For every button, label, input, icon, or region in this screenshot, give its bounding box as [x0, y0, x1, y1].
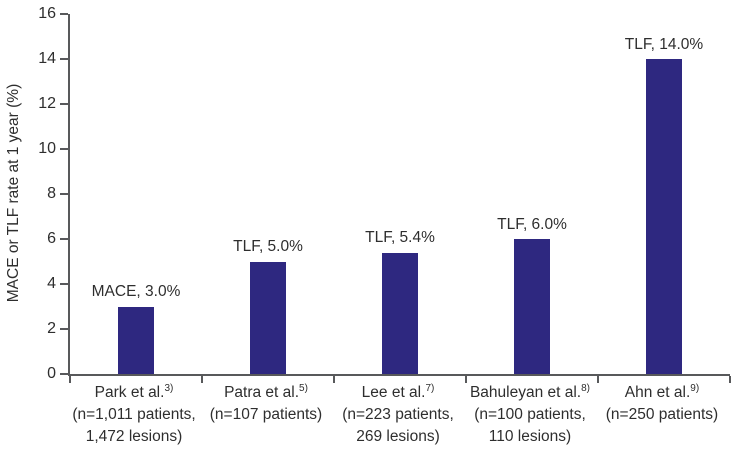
sample-size-line: (n=250 patients)	[605, 406, 719, 423]
x-tick-mark	[465, 376, 467, 383]
y-tick-mark	[60, 193, 68, 195]
y-tick-mark	[60, 103, 68, 105]
study-name: Park et al.3)	[94, 382, 174, 401]
y-tick-mark	[60, 373, 68, 375]
bar	[382, 252, 418, 374]
reference-superscript: 8)	[581, 382, 591, 394]
sample-size-line: 1,472 lesions)	[85, 428, 183, 445]
bar	[514, 239, 550, 374]
y-tick-mark	[60, 328, 68, 330]
y-tick-mark	[60, 238, 68, 240]
x-tick-mark	[597, 376, 599, 383]
reference-superscript: 9)	[690, 382, 700, 394]
bar-value-label: TLF, 5.4%	[365, 229, 435, 246]
y-tick-label: 0	[47, 365, 56, 382]
sample-size-line: (n=223 patients,	[342, 406, 454, 423]
y-tick-label: 2	[47, 320, 56, 337]
category-label: Ahn et al.9) (n=250 patients)	[596, 382, 728, 448]
x-tick-mark	[201, 376, 203, 383]
y-tick-label: 8	[47, 185, 56, 202]
reference-superscript: 5)	[299, 382, 308, 394]
study-name: Patra et al.5)	[224, 382, 308, 401]
sample-size-line: 269 lesions)	[356, 428, 440, 445]
y-tick-label: 10	[38, 140, 56, 157]
x-tick-mark	[729, 376, 731, 383]
bar	[646, 59, 682, 374]
y-tick-label: 16	[38, 5, 56, 22]
bar-value-label: TLF, 6.0%	[497, 215, 567, 233]
plot-area: MACE, 3.0% TLF, 5.0% TLF, 5.4% TLF, 6.0% TLF…	[60, 13, 731, 383]
sample-size-line: (n=100 patients,	[474, 406, 586, 423]
y-tick-mark	[60, 283, 68, 285]
bar	[250, 261, 286, 374]
sample-size-line: (n=107 patients)	[209, 406, 323, 423]
category-label: Lee et al.7) (n=223 patients, 269 lesions)	[332, 382, 464, 448]
x-axis-labels: Park et al.3) (n=1,011 patients, 1,472 les…	[68, 382, 728, 448]
y-tick-label: 14	[38, 50, 56, 67]
bar-value-label: TLF, 5.0%	[233, 238, 303, 255]
reference-superscript: 7)	[425, 382, 435, 394]
category-label: Patra et al.5) (n=107 patients)	[200, 382, 332, 448]
study-name: Ahn et al.9)	[624, 382, 700, 401]
study-name: Lee et al.7)	[361, 382, 435, 401]
category-label: Bahuleyan et al.8) (n=100 patients, 110 le…	[464, 382, 596, 448]
sample-size-line: 110 lesions)	[488, 428, 572, 445]
reference-superscript: 3)	[164, 382, 174, 394]
y-axis: 0 2 4 6 8 10 12 14 16	[0, 6, 58, 382]
y-tick-label: 12	[38, 95, 56, 112]
y-tick-mark	[60, 13, 68, 15]
x-tick-mark	[333, 376, 335, 383]
y-tick-mark	[60, 58, 68, 60]
category-label: Park et al.3) (n=1,011 patients, 1,472 les…	[68, 382, 200, 448]
y-tick-label: 6	[47, 230, 56, 247]
y-tick-mark	[60, 148, 68, 150]
sample-size-line: (n=1,011 patients,	[72, 406, 196, 423]
y-tick-label: 4	[47, 275, 56, 292]
study-name: Bahuleyan et al.8)	[469, 382, 591, 401]
bar	[118, 306, 154, 374]
x-tick-mark	[69, 376, 71, 383]
bar-value-label: MACE, 3.0%	[91, 283, 181, 300]
bar-value-label: TLF, 14.0%	[624, 35, 704, 53]
